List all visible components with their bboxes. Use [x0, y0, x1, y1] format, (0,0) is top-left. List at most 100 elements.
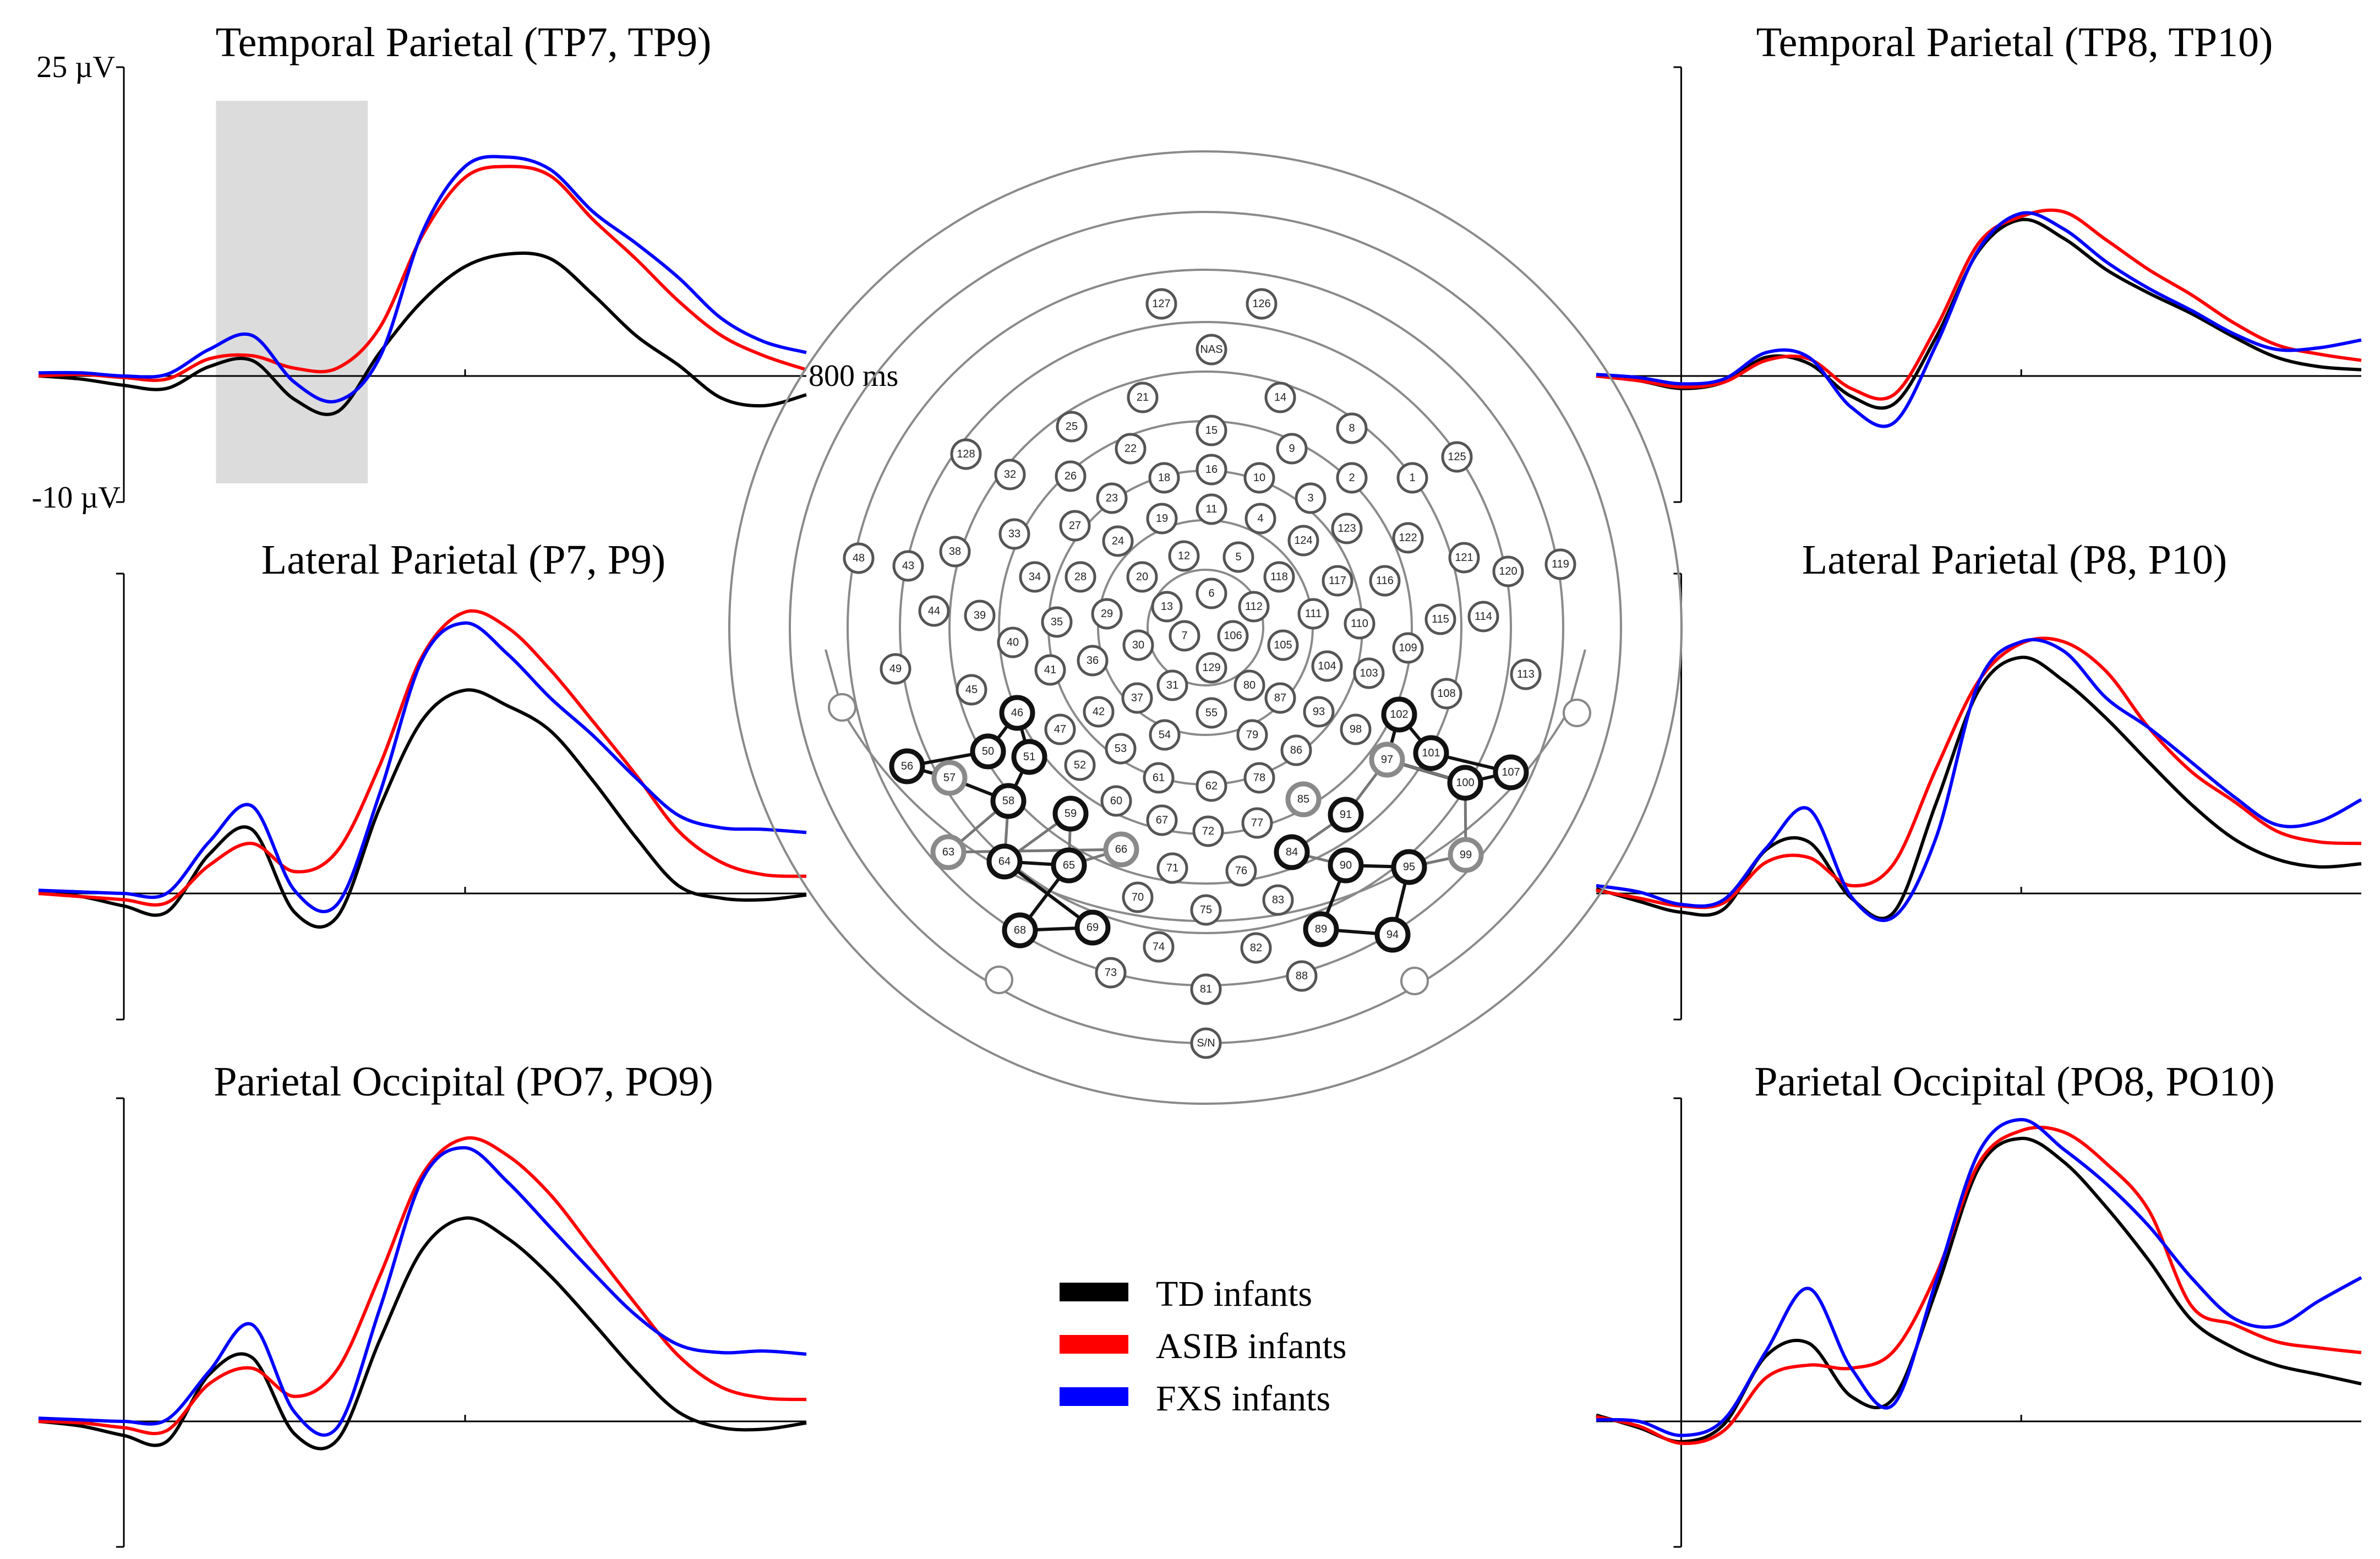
panel-title: Parietal Occipital (PO7, PO9) — [214, 1059, 713, 1105]
electrode-22: 22 — [1115, 433, 1147, 465]
electrode-41: 41 — [1034, 654, 1066, 686]
electrode-25: 25 — [1056, 411, 1088, 443]
electrode-71: 71 — [1156, 852, 1188, 884]
svg-text:58: 58 — [1002, 795, 1014, 807]
electrode-19: 19 — [1146, 503, 1178, 535]
net-ring — [899, 321, 1512, 934]
net-ring — [728, 150, 1683, 1105]
electrode-78: 78 — [1243, 762, 1275, 794]
electrode-110: 110 — [1344, 608, 1375, 640]
net-ring — [847, 269, 1564, 986]
svg-text:62: 62 — [1205, 780, 1218, 792]
legend-swatch-td — [1060, 1283, 1128, 1301]
electrode-30: 30 — [1122, 629, 1154, 661]
svg-text:16: 16 — [1205, 464, 1218, 476]
svg-text:98: 98 — [1350, 723, 1362, 735]
electrode-109: 109 — [1392, 632, 1424, 664]
svg-text:1: 1 — [1409, 472, 1415, 484]
electrode-105: 105 — [1267, 629, 1299, 661]
svg-text:120: 120 — [1499, 565, 1517, 577]
svg-text:2: 2 — [1349, 472, 1355, 484]
panel-title: Lateral Parietal (P7, P9) — [261, 537, 665, 583]
reference-point — [1563, 699, 1591, 727]
net-outline — [841, 710, 1570, 923]
svg-text:101: 101 — [1422, 747, 1440, 759]
panel-title: Parietal Occipital (PO8, PO10) — [1754, 1059, 2275, 1105]
svg-text:75: 75 — [1200, 904, 1212, 916]
svg-text:31: 31 — [1166, 679, 1178, 691]
electrode-nas: NAS — [1196, 334, 1227, 366]
svg-text:51: 51 — [1023, 751, 1035, 763]
svg-text:72: 72 — [1202, 825, 1214, 837]
svg-text:76: 76 — [1235, 865, 1247, 877]
svg-text:100: 100 — [1456, 777, 1474, 789]
series-line-td-infants — [1596, 1136, 2362, 1443]
electrode-45: 45 — [956, 674, 987, 706]
electrode-38: 38 — [939, 536, 971, 568]
electrode-69: 69 — [1074, 909, 1111, 946]
electrode-99: 99 — [1448, 837, 1484, 873]
svg-text:127: 127 — [1152, 298, 1170, 310]
electrode-88: 88 — [1286, 960, 1318, 992]
electrode-58: 58 — [990, 783, 1027, 819]
svg-text:46: 46 — [1011, 707, 1023, 719]
svg-text:8: 8 — [1349, 422, 1355, 434]
svg-text:47: 47 — [1054, 723, 1066, 735]
svg-text:30: 30 — [1132, 639, 1144, 651]
svg-text:93: 93 — [1313, 706, 1325, 718]
svg-text:113: 113 — [1517, 668, 1535, 680]
electrode-21: 21 — [1127, 381, 1159, 413]
electrode-1: 1 — [1396, 462, 1428, 494]
svg-text:34: 34 — [1029, 571, 1041, 583]
svg-text:124: 124 — [1294, 535, 1312, 547]
electrode-27: 27 — [1059, 510, 1091, 542]
electrode-118: 118 — [1263, 561, 1295, 593]
electrode-52: 52 — [1064, 749, 1096, 781]
svg-text:89: 89 — [1315, 923, 1327, 935]
electrode-81: 81 — [1190, 973, 1222, 1005]
legend-label-fxs: FXS infants — [1156, 1378, 1330, 1419]
electrode-57: 57 — [931, 760, 968, 796]
electrode-89: 89 — [1303, 911, 1339, 947]
electrode-128: 128 — [950, 438, 982, 470]
electrode-56: 56 — [889, 748, 925, 784]
svg-text:63: 63 — [942, 846, 954, 858]
electrode-122: 122 — [1392, 522, 1424, 554]
svg-text:80: 80 — [1243, 679, 1255, 691]
svg-text:112: 112 — [1245, 601, 1263, 613]
series-line-td-infants — [38, 1216, 807, 1451]
svg-text:23: 23 — [1106, 492, 1118, 504]
svg-text:87: 87 — [1274, 692, 1286, 704]
electrode-15: 15 — [1196, 415, 1227, 446]
electrode-28: 28 — [1065, 561, 1096, 593]
series-line-asib-infants — [1596, 1125, 2362, 1446]
electrode-123: 123 — [1331, 513, 1363, 544]
electrode-68: 68 — [1002, 912, 1038, 949]
svg-text:74: 74 — [1153, 941, 1165, 953]
svg-text:69: 69 — [1087, 922, 1099, 934]
svg-text:27: 27 — [1069, 520, 1081, 532]
electrode-18: 18 — [1148, 462, 1180, 494]
electrode-83: 83 — [1262, 884, 1294, 916]
electrode-16: 16 — [1196, 454, 1227, 486]
svg-text:97: 97 — [1381, 754, 1393, 766]
svg-text:95: 95 — [1403, 861, 1415, 873]
analysis-window — [216, 101, 368, 483]
svg-text:35: 35 — [1051, 616, 1063, 628]
svg-text:33: 33 — [1008, 528, 1020, 540]
svg-text:111: 111 — [1305, 608, 1322, 620]
electrode-s-n: S/N — [1190, 1027, 1222, 1059]
electrode-8: 8 — [1336, 412, 1368, 444]
svg-text:117: 117 — [1329, 575, 1346, 587]
electrode-86: 86 — [1280, 734, 1312, 766]
svg-text:49: 49 — [889, 663, 902, 675]
electrode-74: 74 — [1143, 931, 1175, 963]
svg-text:61: 61 — [1153, 772, 1165, 784]
svg-text:70: 70 — [1132, 891, 1144, 903]
svg-text:24: 24 — [1112, 535, 1124, 547]
svg-text:123: 123 — [1338, 522, 1356, 535]
svg-text:43: 43 — [902, 560, 914, 572]
electrode-90: 90 — [1328, 847, 1364, 884]
